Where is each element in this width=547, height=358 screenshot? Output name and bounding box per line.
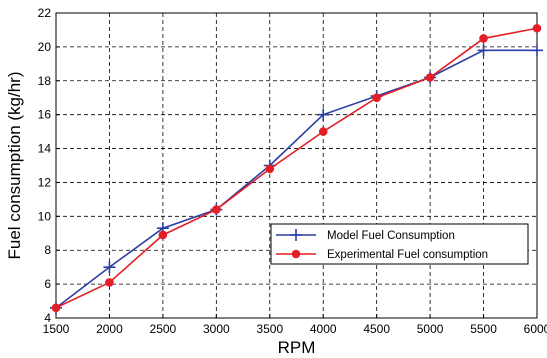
data-point-circle: [158, 230, 168, 240]
grid-lines: [55, 12, 538, 319]
y-tick-label: 22: [38, 6, 52, 20]
legend-label: Model Fuel Consumption: [327, 230, 455, 242]
x-tick-label: 2500: [150, 322, 177, 336]
data-point-circle: [51, 303, 61, 313]
legend-entry: Experimental Fuel consumption: [276, 249, 488, 261]
axis-ticks: 1500 2000 2500 3000 3500 4000 4500 5000 5500 6000…: [38, 6, 547, 336]
data-point-circle: [318, 127, 328, 136]
x-tick-label: 1500: [43, 322, 70, 336]
y-tick-label: 10: [38, 209, 52, 223]
series-line: [55, 49, 537, 309]
x-axis-label: RPM: [278, 338, 316, 357]
data-point-circle: [372, 93, 381, 103]
data-point-circle: [291, 249, 301, 259]
series-1: [50, 44, 543, 314]
x-tick-label: 3500: [256, 322, 283, 336]
legend-label: Experimental Fuel consumption: [327, 249, 488, 261]
x-tick-label: 4000: [310, 322, 337, 336]
data-point-plus: [103, 261, 116, 274]
data-point-plus: [477, 44, 490, 57]
data-point-plus: [290, 229, 302, 241]
legend: Model Fuel Consumption Experimental Fuel …: [270, 223, 529, 265]
x-tick-label: 5000: [417, 322, 444, 336]
data-point-circle: [212, 205, 221, 214]
series-2: [51, 23, 542, 313]
y-tick-label: 12: [38, 175, 52, 189]
data-point-plus: [531, 44, 543, 57]
data-point-circle: [105, 278, 114, 287]
series-layer: [50, 23, 543, 314]
x-tick-label: 3000: [203, 322, 230, 336]
y-axis-label: Fuel consumption (kg/hr): [5, 71, 24, 259]
data-point-circle: [532, 23, 542, 33]
data-point-circle: [425, 73, 435, 82]
y-tick-label: 18: [38, 74, 52, 88]
data-point-plus: [317, 108, 330, 121]
x-tick-label: 6000: [524, 322, 547, 336]
y-tick-label: 4: [44, 311, 51, 325]
data-point-circle: [265, 164, 275, 174]
y-tick-label: 14: [38, 142, 52, 156]
series-line: [55, 27, 538, 309]
y-tick-label: 20: [38, 40, 52, 54]
y-tick-label: 8: [44, 243, 51, 257]
y-tick-label: 6: [44, 277, 51, 291]
x-tick-label: 2000: [96, 322, 123, 336]
legend-box: [270, 223, 529, 265]
legend-entry: Model Fuel Consumption: [276, 229, 455, 242]
data-point-circle: [479, 34, 488, 43]
x-tick-label: 5500: [470, 322, 497, 336]
x-tick-label: 4500: [363, 322, 390, 336]
plot-area-frame: [55, 12, 538, 319]
y-tick-label: 16: [38, 108, 52, 122]
